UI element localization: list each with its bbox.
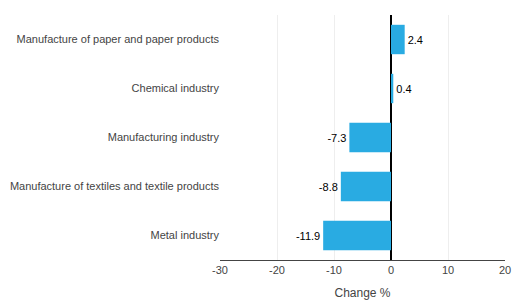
- svg-text:0.4: 0.4: [396, 83, 411, 95]
- svg-text:-7.3: -7.3: [327, 132, 346, 144]
- svg-text:Chemical industry: Chemical industry: [132, 82, 220, 94]
- svg-text:-11.9: -11.9: [296, 230, 320, 242]
- svg-text:-8.8: -8.8: [319, 181, 338, 193]
- svg-text:-20: -20: [269, 264, 285, 276]
- svg-text:Manufacture of textiles and te: Manufacture of textiles and textile prod…: [10, 180, 220, 192]
- svg-text:10: 10: [442, 264, 454, 276]
- svg-text:2.4: 2.4: [408, 34, 423, 46]
- svg-text:-10: -10: [326, 264, 342, 276]
- svg-text:Change %: Change %: [334, 286, 390, 300]
- svg-text:Metal industry: Metal industry: [151, 229, 220, 241]
- svg-text:-30: -30: [212, 264, 228, 276]
- svg-text:Manufacturing industry: Manufacturing industry: [108, 131, 220, 143]
- svg-text:0: 0: [388, 264, 394, 276]
- svg-text:20: 20: [499, 264, 511, 276]
- svg-text:Manufacture of paper and paper: Manufacture of paper and paper products: [17, 33, 220, 45]
